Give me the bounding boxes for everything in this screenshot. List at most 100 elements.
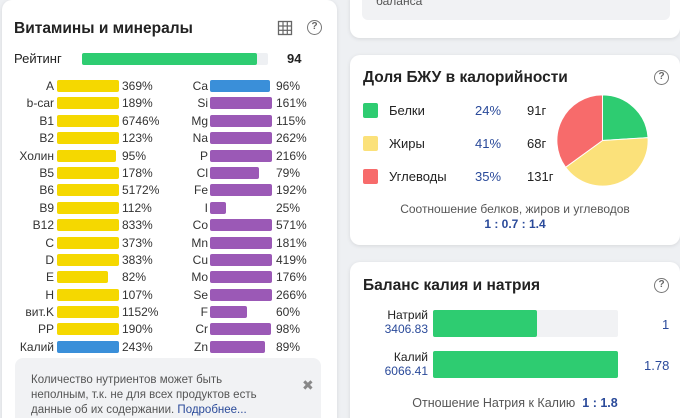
nutrient-bar bbox=[210, 201, 226, 214]
nutrient-bar bbox=[57, 149, 116, 162]
macro-row: Углеводы 35% 131г bbox=[363, 168, 563, 186]
nutrient-row: Ca 96% bbox=[172, 78, 322, 95]
nutrient-row: Калий 243% bbox=[2, 339, 172, 356]
macro-percent: 41% bbox=[475, 136, 502, 151]
nutrient-name: Se bbox=[193, 287, 208, 302]
nutrient-name: b-car bbox=[26, 96, 54, 111]
kna-title: Баланс калия и натрия bbox=[363, 277, 541, 294]
macro-row: Жиры 41% 68г bbox=[363, 135, 563, 153]
nutrient-row: F 60% bbox=[172, 304, 322, 321]
nutrient-percent: 95% bbox=[122, 148, 147, 163]
nutrient-row: B12 833% bbox=[2, 217, 172, 234]
sodium-value: 3406.83 bbox=[384, 322, 428, 336]
nutrient-percent: 176% bbox=[276, 270, 307, 285]
nutrient-row: E 82% bbox=[2, 269, 172, 286]
nutrient-bar bbox=[57, 97, 119, 110]
nutrient-name: Mn bbox=[191, 235, 208, 250]
nutrient-percent: 79% bbox=[276, 165, 301, 180]
nutrient-bar bbox=[210, 323, 271, 336]
nutrient-bar bbox=[57, 114, 119, 127]
nutrient-bar bbox=[57, 340, 119, 353]
nutrient-name: D bbox=[45, 252, 54, 267]
vitamins-card: Витамины и минералы ? Рейтинг 94 A 369% b-… bbox=[2, 0, 337, 418]
sodium-ratio: 1 bbox=[662, 317, 670, 332]
macro-color-swatch bbox=[363, 136, 378, 151]
macro-color-swatch bbox=[363, 103, 378, 118]
nutrient-bar bbox=[210, 166, 259, 179]
incomplete-data-note: Количество нутриентов может быть неполны… bbox=[15, 358, 321, 418]
nutrient-row: C 373% bbox=[2, 235, 172, 252]
nutrient-name: Cr bbox=[195, 322, 208, 337]
nutrient-bar bbox=[210, 80, 270, 92]
nutrient-row: A 369% bbox=[2, 78, 172, 95]
macro-grams: 68г bbox=[527, 136, 547, 151]
help-icon[interactable]: ? bbox=[654, 278, 669, 293]
nutrient-name: Co bbox=[192, 218, 208, 233]
potassium-ratio: 1.78 bbox=[644, 358, 670, 373]
potassium-sodium-card: Баланс калия и натрия ? Натрий 3406.83 1… bbox=[350, 262, 680, 418]
nutrient-row: Mg 115% bbox=[172, 113, 322, 130]
nutrient-name: B1 bbox=[39, 113, 54, 128]
balance-card-partial: баланса bbox=[350, 0, 680, 38]
macro-name: Белки bbox=[389, 103, 425, 118]
nutrient-percent: 82% bbox=[122, 270, 147, 285]
nutrient-name: Zn bbox=[193, 339, 208, 354]
nutrient-name: Si bbox=[197, 96, 208, 111]
sodium-label: Натрий bbox=[387, 308, 428, 322]
nutrient-percent: 383% bbox=[122, 252, 153, 267]
nutrient-percent: 190% bbox=[122, 322, 153, 337]
nutrient-row: B2 123% bbox=[2, 130, 172, 147]
nutrient-bar bbox=[57, 219, 119, 232]
nutrient-name: B9 bbox=[39, 200, 54, 215]
nutrient-bar bbox=[210, 288, 272, 301]
nutrient-bar bbox=[210, 219, 272, 232]
macro-percent: 24% bbox=[475, 103, 502, 118]
nutrient-row: B5 178% bbox=[2, 165, 172, 182]
nutrient-row: вит.K 1152% bbox=[2, 304, 172, 321]
nutrient-row: P 216% bbox=[172, 148, 322, 165]
nutrient-bar bbox=[57, 184, 119, 197]
help-icon[interactable]: ? bbox=[307, 20, 322, 35]
macros-pie-chart bbox=[556, 94, 649, 187]
macros-ratio: 1 : 0.7 : 1.4 bbox=[484, 217, 546, 231]
nutrient-percent: 96% bbox=[276, 79, 301, 93]
table-icon[interactable] bbox=[277, 20, 293, 36]
help-icon[interactable]: ? bbox=[654, 70, 669, 85]
nutrient-column-left: A 369% b-car 189% B1 6746% B2 123% Холин 95% B5 178… bbox=[2, 78, 172, 356]
nutrient-bar bbox=[57, 236, 119, 249]
sodium-bar-fill bbox=[433, 310, 537, 337]
nutrient-row: Cr 98% bbox=[172, 321, 322, 338]
potassium-bar-fill bbox=[433, 351, 618, 378]
nutrient-name: C bbox=[45, 235, 54, 250]
nutrient-bar bbox=[210, 306, 247, 319]
nutrient-row: Co 571% bbox=[172, 217, 322, 234]
nutrient-name: E bbox=[45, 270, 54, 285]
nutrient-bar bbox=[57, 201, 119, 214]
nutrient-row: B9 112% bbox=[2, 200, 172, 217]
balance-note-text: баланса bbox=[376, 0, 423, 8]
nutrient-bar bbox=[210, 253, 272, 266]
macros-title: Доля БЖУ в калорийности bbox=[363, 69, 568, 86]
more-link[interactable]: Подробнее... bbox=[177, 404, 247, 416]
nutrient-name: вит.K bbox=[25, 305, 54, 320]
nutrient-name: P bbox=[199, 148, 208, 163]
nutrient-percent: 5172% bbox=[122, 183, 160, 198]
macro-name: Жиры bbox=[389, 136, 425, 151]
macro-percent: 35% bbox=[475, 169, 502, 184]
nutrient-row: Mn 181% bbox=[172, 235, 322, 252]
nutrient-percent: 262% bbox=[276, 131, 307, 146]
potassium-value: 6066.41 bbox=[384, 364, 428, 378]
nutrient-percent: 189% bbox=[122, 96, 153, 111]
nutrient-percent: 178% bbox=[122, 165, 153, 180]
rating-label: Рейтинг bbox=[14, 51, 62, 66]
rating-row: Рейтинг 94 bbox=[14, 51, 314, 66]
nutrient-row: Холин 95% bbox=[2, 148, 172, 165]
nutrient-percent: 419% bbox=[276, 252, 307, 267]
nutrient-row: I 25% bbox=[172, 200, 322, 217]
nutrient-percent: 25% bbox=[276, 200, 301, 215]
pie-slice bbox=[556, 94, 603, 168]
close-icon[interactable]: ✖ bbox=[302, 377, 314, 393]
nutrient-row: Mo 176% bbox=[172, 269, 322, 286]
nutrient-name: Ca bbox=[192, 79, 208, 93]
nutrient-name: B2 bbox=[39, 131, 54, 146]
